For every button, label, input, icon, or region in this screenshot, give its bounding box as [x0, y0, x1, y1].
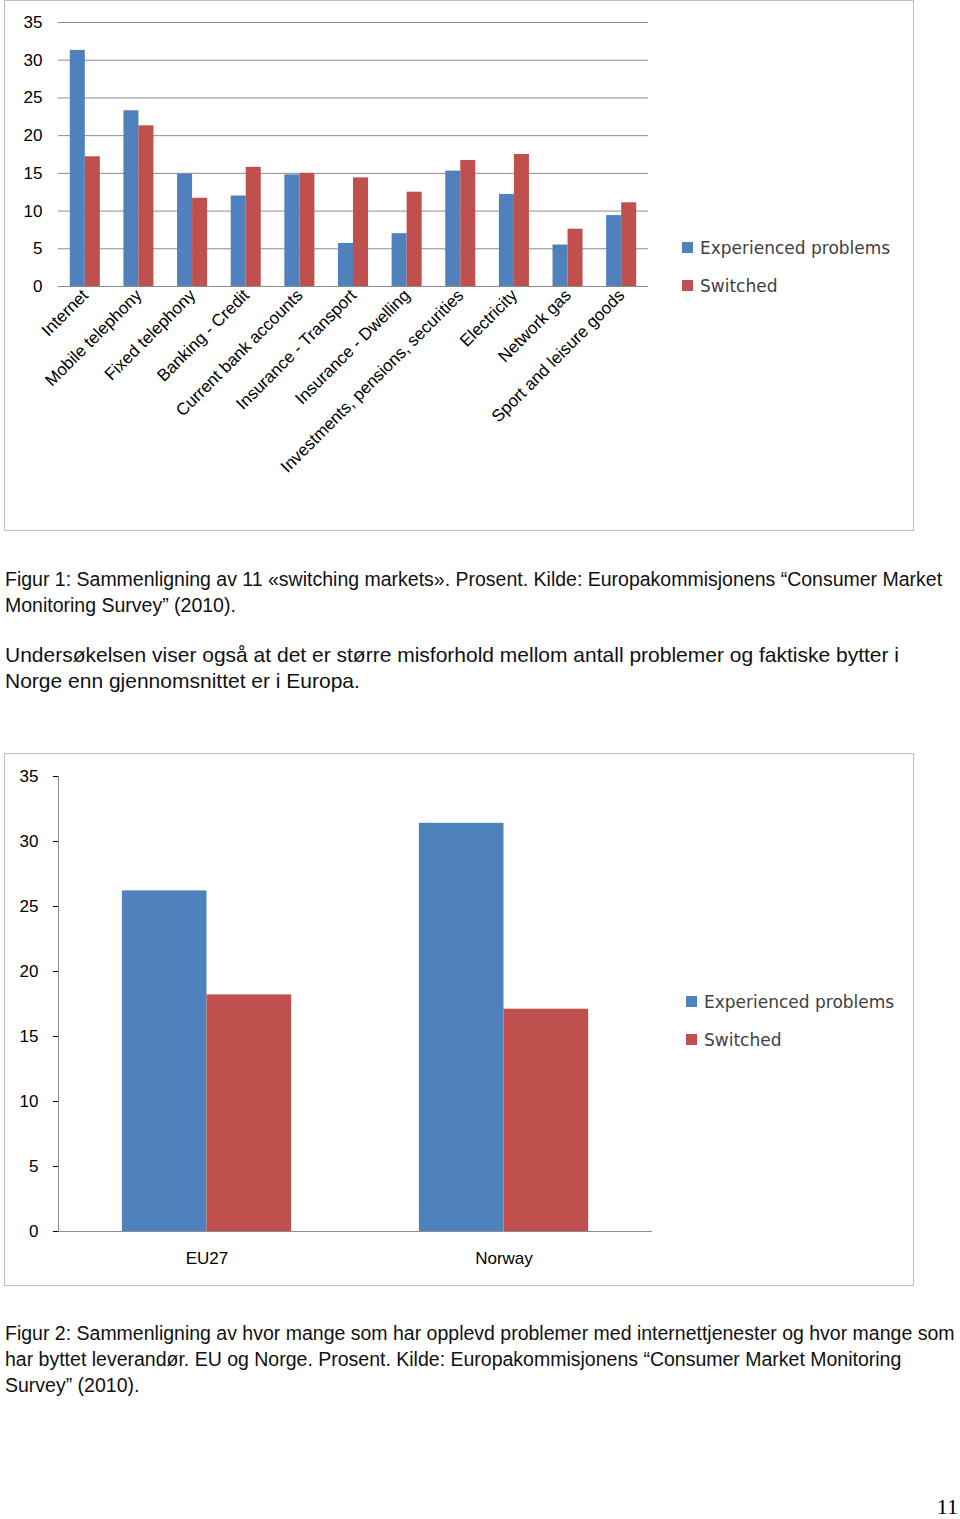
html-text:Experienced problems: Experienced problems: [700, 238, 891, 258]
svg-text:15: 15: [20, 1027, 39, 1046]
svg-text:10: 10: [24, 202, 43, 221]
svg-text:5: 5: [29, 1157, 38, 1176]
html-text:Figur 2: Sammenligning av hvor: Figur 2: Sammenligning av hvor mange som…: [5, 1322, 955, 1396]
svg-text:20: 20: [20, 962, 39, 981]
svg-text:30: 30: [20, 832, 39, 851]
svg-text:35: 35: [24, 13, 43, 32]
svg-text:0: 0: [33, 277, 42, 296]
html-text:Undersøkelsen viser også at de: Undersøkelsen viser også at det er størr…: [5, 643, 899, 692]
svg-text:Internet: Internet: [38, 286, 92, 340]
html-text:Switched: Switched: [704, 1030, 782, 1050]
html-text:Figur 1: Sammenligning av 11 «: Figur 1: Sammenligning av 11 «switching …: [5, 568, 943, 616]
svg-text:15: 15: [24, 164, 43, 183]
html-text:Experienced problems: Experienced problems: [704, 992, 895, 1012]
svg-text:Fixed telephony: Fixed telephony: [101, 285, 200, 384]
svg-text:25: 25: [24, 88, 43, 107]
svg-text:Current bank accounts: Current bank accounts: [172, 285, 307, 421]
html-text:11: 11: [936, 1494, 958, 1519]
svg-text:Insurance - Transport: Insurance - Transport: [232, 285, 361, 414]
svg-text:Insurance - Dwelling: Insurance - Dwelling: [291, 285, 414, 409]
svg-text:Electricity: Electricity: [456, 285, 522, 351]
svg-text:0: 0: [29, 1222, 38, 1241]
svg-text:Mobile telephony: Mobile telephony: [41, 285, 146, 390]
svg-text:20: 20: [24, 126, 43, 145]
svg-text:Sport and leisure goods: Sport and leisure goods: [488, 286, 628, 426]
svg-text:5: 5: [33, 239, 42, 258]
svg-text:Banking - Credit: Banking - Credit: [153, 286, 253, 386]
html-text:Switched: Switched: [700, 276, 778, 296]
svg-text:25: 25: [20, 897, 39, 916]
svg-text:EU27: EU27: [186, 1249, 229, 1268]
svg-text:Norway: Norway: [475, 1249, 533, 1268]
svg-text:10: 10: [20, 1092, 39, 1111]
svg-text:Network gas: Network gas: [494, 285, 575, 366]
svg-text:35: 35: [20, 767, 39, 786]
svg-text:30: 30: [24, 51, 43, 70]
svg-text:Investments, pensions, securit: Investments, pensions, securities: [277, 286, 467, 476]
